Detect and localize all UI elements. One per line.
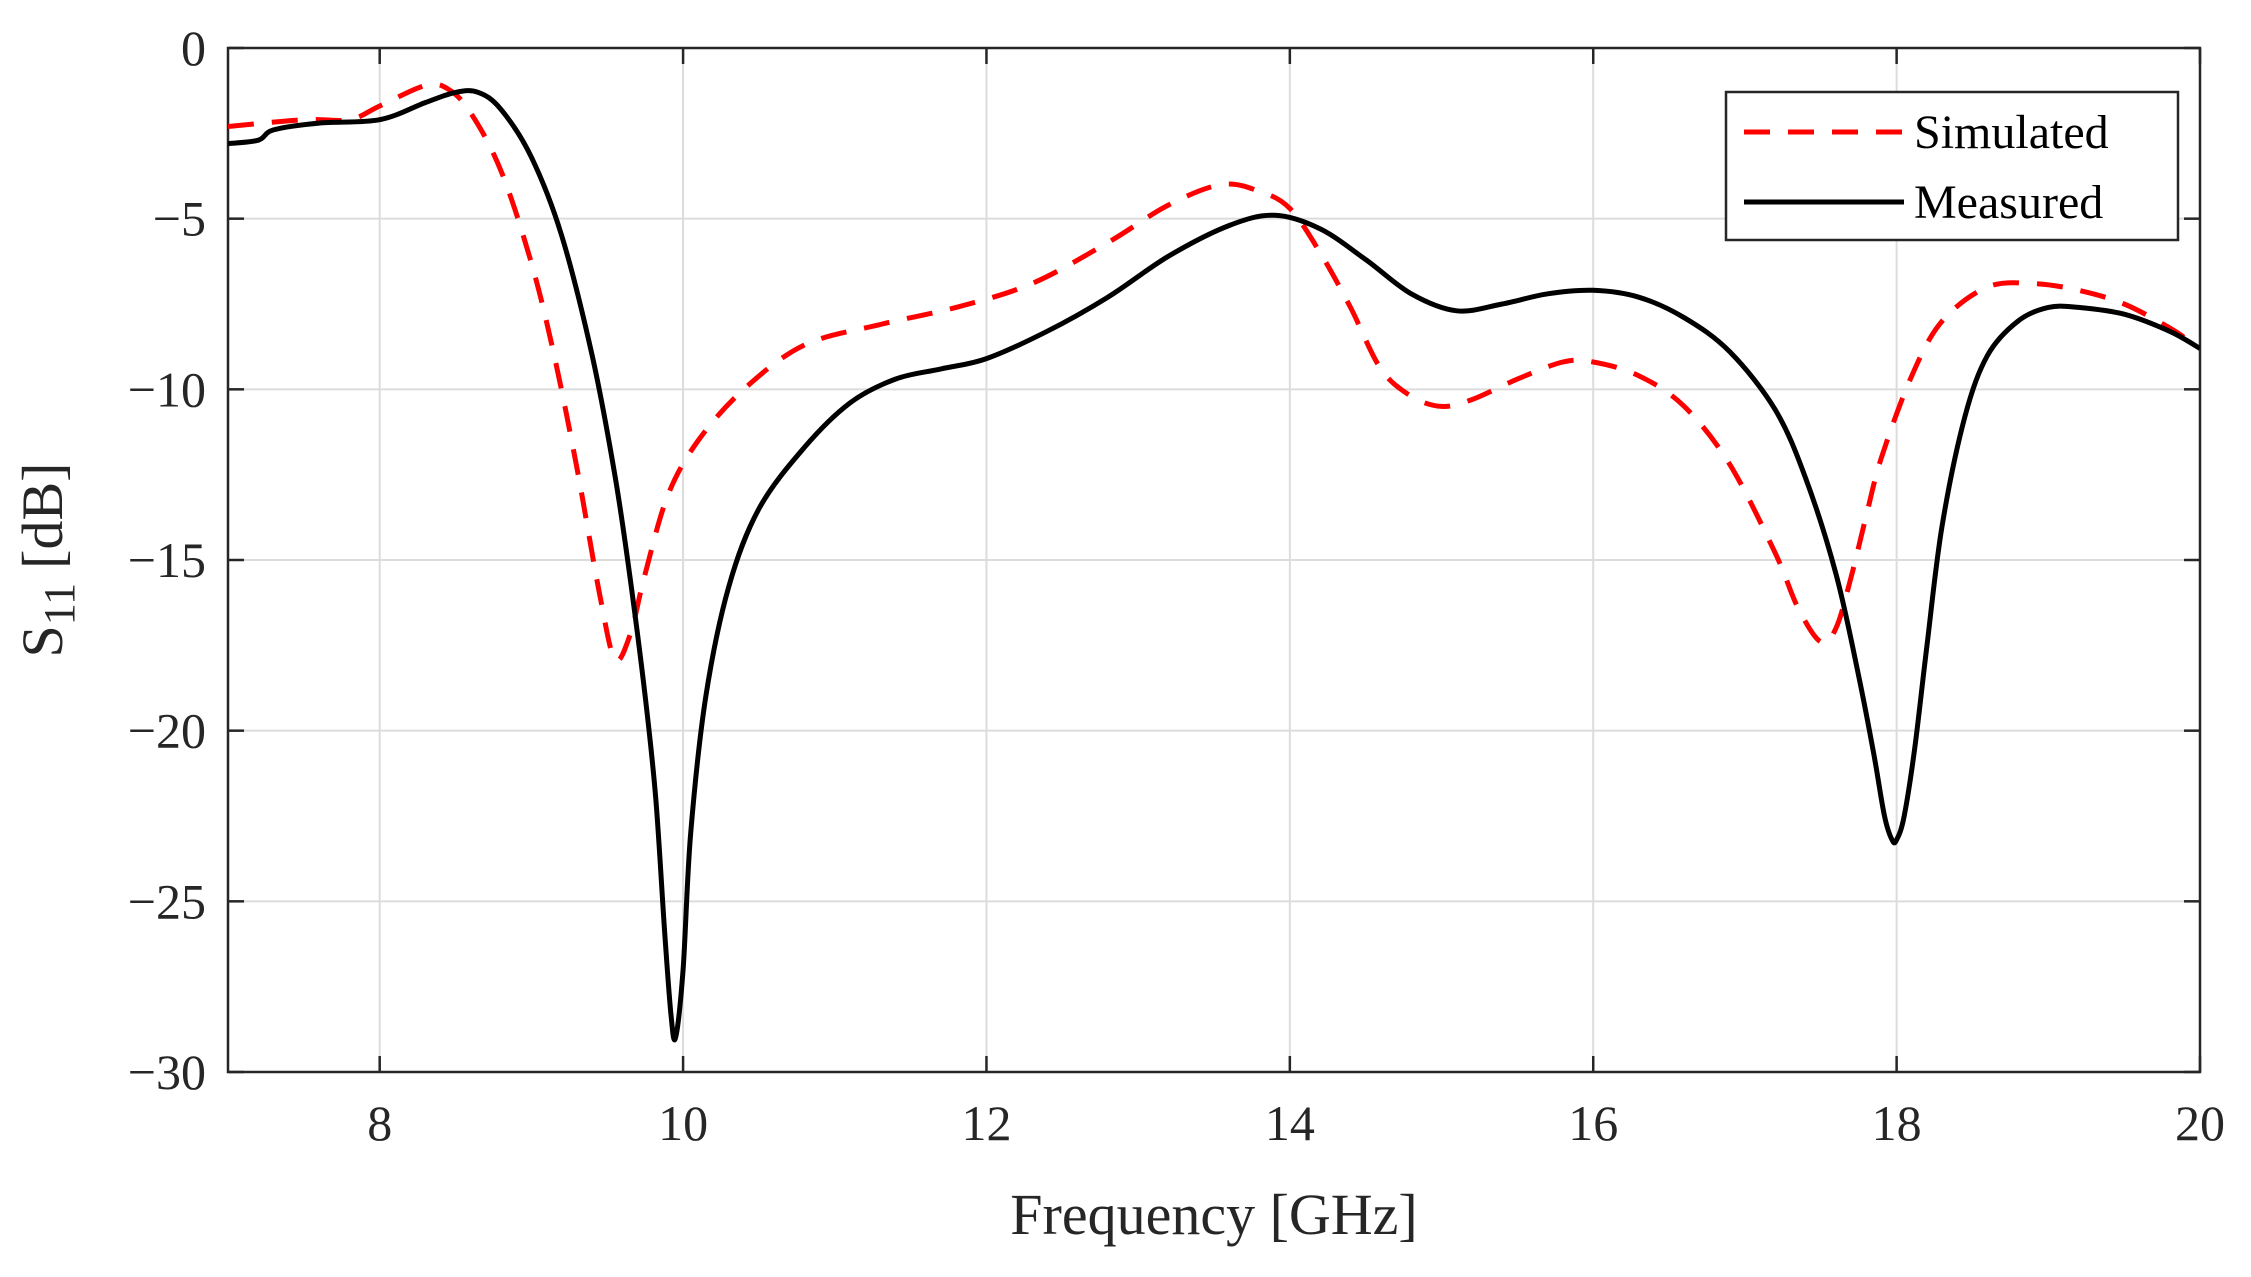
- x-tick-label: 18: [1872, 1095, 1922, 1151]
- x-tick-label: 8: [367, 1095, 392, 1151]
- legend-label-measured: Measured: [1914, 176, 2103, 229]
- legend-label-simulated: Simulated: [1914, 106, 2109, 159]
- y-axis-title-main: S: [10, 625, 75, 657]
- y-tick-label: −5: [153, 191, 206, 247]
- y-axis-title-unit: [dB]: [10, 463, 75, 569]
- y-axis-title: S11 [dB]: [10, 463, 84, 658]
- legend-box: [1724, 90, 2180, 242]
- y-tick-label: −20: [128, 703, 206, 759]
- x-tick-label: 16: [1568, 1095, 1618, 1151]
- x-tick-label: 14: [1265, 1095, 1315, 1151]
- y-tick-label: −10: [128, 361, 206, 417]
- legend: Simulated Measured: [1724, 90, 2180, 242]
- y-tick-label: −15: [128, 532, 206, 588]
- y-tick-label: −30: [128, 1044, 206, 1100]
- x-tick-label: 10: [658, 1095, 708, 1151]
- y-tick-label: 0: [181, 20, 206, 76]
- y-axis-title-subscript: 11: [35, 583, 84, 625]
- x-tick-label: 12: [961, 1095, 1011, 1151]
- y-tick-label: −25: [128, 873, 206, 929]
- series-group: [228, 81, 2200, 1043]
- series-line-simulated: [228, 81, 2200, 664]
- x-tick-label: 20: [2175, 1095, 2225, 1151]
- axes: 8 10 12 14 16 18 20 0 −5 −10 −15 −20 −25 −30: [128, 20, 2225, 1151]
- x-axis-title: Frequency [GHz]: [1010, 1182, 1417, 1247]
- series-line-measured: [228, 88, 2200, 1043]
